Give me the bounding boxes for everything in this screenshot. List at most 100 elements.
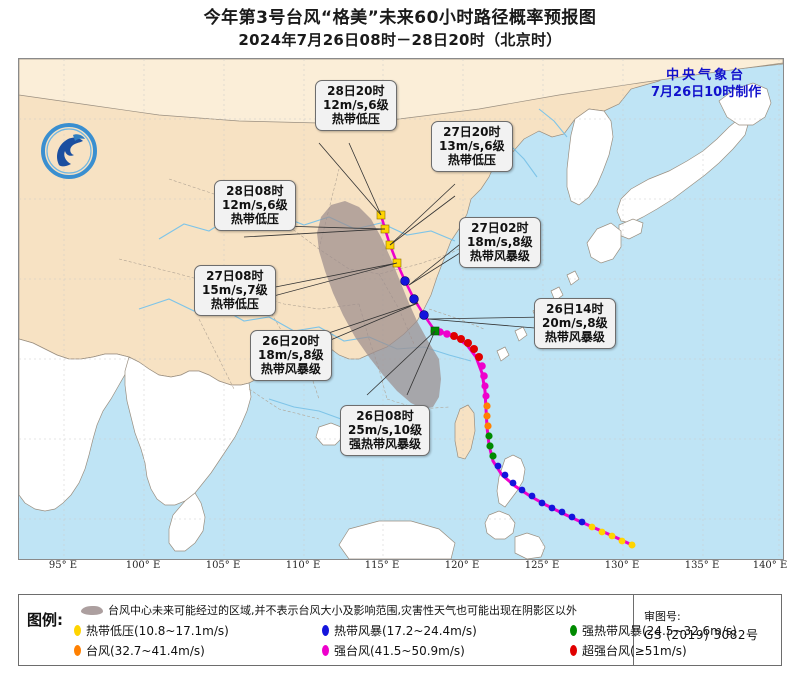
- callout-category: 热带风暴级: [260, 362, 321, 376]
- callout-wind: 12m/s,6级: [222, 198, 288, 212]
- callout-time: 27日20时: [443, 125, 501, 139]
- agency-stamp: 中央气象台 7月26日10时制作: [651, 67, 761, 101]
- longitude-axis: 95° E 100° E 105° E 110° E 115° E 120° E…: [18, 558, 787, 580]
- callout-27d08[interactable]: 27日08时 15m/s,7级 热带低压: [194, 265, 276, 316]
- callout-26d14[interactable]: 26日14时 20m/s,8级 热带风暴级: [534, 298, 616, 349]
- korean-peninsula: [566, 108, 614, 206]
- hokkaido-island: [718, 82, 772, 126]
- lon-tick: 110° E: [285, 560, 321, 571]
- lon-tick: 95° E: [48, 560, 78, 571]
- forecast-probability-cone: [317, 201, 441, 409]
- mindanao-island: [514, 532, 546, 559]
- callout-wind: 18m/s,8级: [258, 348, 324, 362]
- callout-28d20[interactable]: 28日20时 12m/s,6级 热带低压: [315, 80, 397, 131]
- sts-dot-icon: [570, 624, 577, 636]
- audit-label: 审图号:: [644, 610, 681, 623]
- callout-27d20[interactable]: 27日20时 13m/s,6级 热带低压: [431, 121, 513, 172]
- legend-label: 台风(32.7~41.4m/s): [86, 643, 205, 658]
- storm-name-leader: [628, 541, 636, 549]
- lon-tick: 115° E: [364, 560, 400, 571]
- legend-label: 热带低压(10.8~17.1m/s): [86, 623, 229, 638]
- callout-category: 热带风暴级: [544, 330, 605, 344]
- callout-time: 27日08时: [206, 269, 264, 283]
- callout-wind: 13m/s,6级: [439, 139, 505, 153]
- legend-cone-note: 台风中心未来可能经过的区域,并不表示台风大小及影响范围,灾害性天气也可能出现在阴…: [108, 604, 577, 617]
- callout-category: 热带低压: [331, 112, 380, 126]
- callout-time: 26日20时: [262, 334, 320, 348]
- audit-number: GS (2019) 3082号: [644, 628, 759, 642]
- ryukyu-island-4: [514, 326, 528, 342]
- northern-region: [19, 59, 783, 124]
- callout-time: 28日20时: [327, 84, 385, 98]
- legend-main-column: 图例: 台风中心未来可能经过的区域,并不表示台风大小及影响范围,灾害性天气也可能…: [19, 595, 737, 665]
- legend-item-ty: 台风(32.7~41.4m/s): [74, 642, 322, 659]
- lon-tick: 125° E: [524, 560, 560, 571]
- audit-column: 审图号: GS (2019) 3082号: [633, 595, 781, 665]
- callout-26d20[interactable]: 26日20时 18m/s,8级 热带风暴级: [250, 330, 332, 381]
- legend-cone-row: 台风中心未来可能经过的区域,并不表示台风大小及影响范围,灾害性天气也可能出现在阴…: [81, 602, 577, 618]
- forecast-point-26d14[interactable]: [419, 310, 429, 320]
- callout-wind: 20m/s,8级: [542, 316, 608, 330]
- page-title: 今年第3号台风“格美”未来60小时路径概率预报图 2024年7月26日08时－2…: [0, 0, 800, 58]
- lon-tick: 140° E: [752, 560, 788, 571]
- legend-item-sts: 强热带风暴(24.5~32.6m/s): [570, 622, 800, 639]
- legend-item-td: 热带低压(10.8~17.1m/s): [74, 622, 322, 639]
- callout-category: 强热带风暴级: [348, 437, 421, 451]
- callout-wind: 15m/s,7级: [202, 283, 268, 297]
- map-canvas: [19, 59, 783, 559]
- agency-name: 中央气象台: [666, 68, 747, 83]
- td-dot-icon: [74, 624, 81, 636]
- callout-category: 热带低压: [230, 212, 279, 226]
- typhoon-track-map[interactable]: 中央气象台 7月26日10时制作 格美(2403) 28日20时 12m/s,6…: [18, 58, 784, 560]
- ts-dot-icon: [322, 624, 329, 636]
- callout-time: 26日08时: [356, 409, 414, 423]
- title-subtitle: 2024年7月26日08时－28日20时（北京时）: [238, 31, 562, 49]
- past-track-line: [434, 329, 633, 547]
- hainan-island: [315, 422, 344, 446]
- legend-label: 热带风暴(17.2~24.4m/s): [334, 623, 477, 638]
- callout-time: 28日08时: [226, 184, 284, 198]
- lon-tick: 135° E: [684, 560, 720, 571]
- legend-label: 超强台风(≥51m/s): [582, 643, 687, 658]
- malay-peninsula: [168, 492, 206, 552]
- callout-wind: 25m/s,10级: [348, 423, 422, 437]
- callout-time: 26日14时: [546, 302, 604, 316]
- forecast-point-27d02[interactable]: [400, 276, 410, 286]
- ryukyu-island-5: [496, 346, 510, 362]
- cma-dragon-logo-icon: [39, 121, 99, 181]
- cone-swatch-icon: [81, 605, 103, 615]
- callout-wind: 12m/s,6级: [323, 98, 389, 112]
- ty-dot-icon: [74, 644, 81, 656]
- taiwan-island: [454, 404, 476, 460]
- callout-time: 27日02时: [471, 221, 529, 235]
- title-main: 今年第3号台风“格美”未来60小时路径概率预报图: [203, 8, 597, 28]
- callout-category: 热带低压: [210, 297, 259, 311]
- legend-label: 强热带风暴(24.5~32.6m/s): [582, 623, 737, 638]
- callout-wind: 18m/s,8级: [467, 235, 533, 249]
- legend-item-sty: 强台风(41.5~50.9m/s): [322, 642, 570, 659]
- callout-26d08[interactable]: 26日08时 25m/s,10级 强热带风暴级: [340, 405, 430, 456]
- kyushu-island: [586, 222, 622, 264]
- legend-item-superty: 超强台风(≥51m/s): [570, 642, 800, 659]
- sty-dot-icon: [322, 644, 329, 656]
- callout-category: 热带风暴级: [469, 249, 530, 263]
- lon-tick: 120° E: [444, 560, 480, 571]
- legend-panel: 图例: 台风中心未来可能经过的区域,并不表示台风大小及影响范围,灾害性天气也可能…: [18, 594, 782, 666]
- legend-item-ts: 热带风暴(17.2~24.4m/s): [322, 622, 570, 639]
- indochina: [124, 356, 252, 506]
- callout-27d02[interactable]: 27日02时 18m/s,8级 热带风暴级: [459, 217, 541, 268]
- agency-issue-time: 7月26日10时制作: [651, 85, 762, 100]
- borneo-island: [338, 520, 456, 559]
- south-asia: [19, 338, 130, 512]
- lon-tick: 100° E: [125, 560, 161, 571]
- lon-tick: 130° E: [604, 560, 640, 571]
- legend-label: 强台风(41.5~50.9m/s): [334, 643, 465, 658]
- superty-dot-icon: [570, 644, 577, 656]
- legend-title: 图例:: [27, 611, 63, 629]
- forecast-point-26d20[interactable]: [409, 294, 419, 304]
- visayas-island: [484, 510, 516, 540]
- legend-category-grid: 热带低压(10.8~17.1m/s) 热带风暴(17.2~24.4m/s) 强热…: [74, 620, 800, 660]
- lon-tick: 105° E: [205, 560, 241, 571]
- callout-category: 热带低压: [447, 153, 496, 167]
- callout-28d08[interactable]: 28日08时 12m/s,6级 热带低压: [214, 180, 296, 231]
